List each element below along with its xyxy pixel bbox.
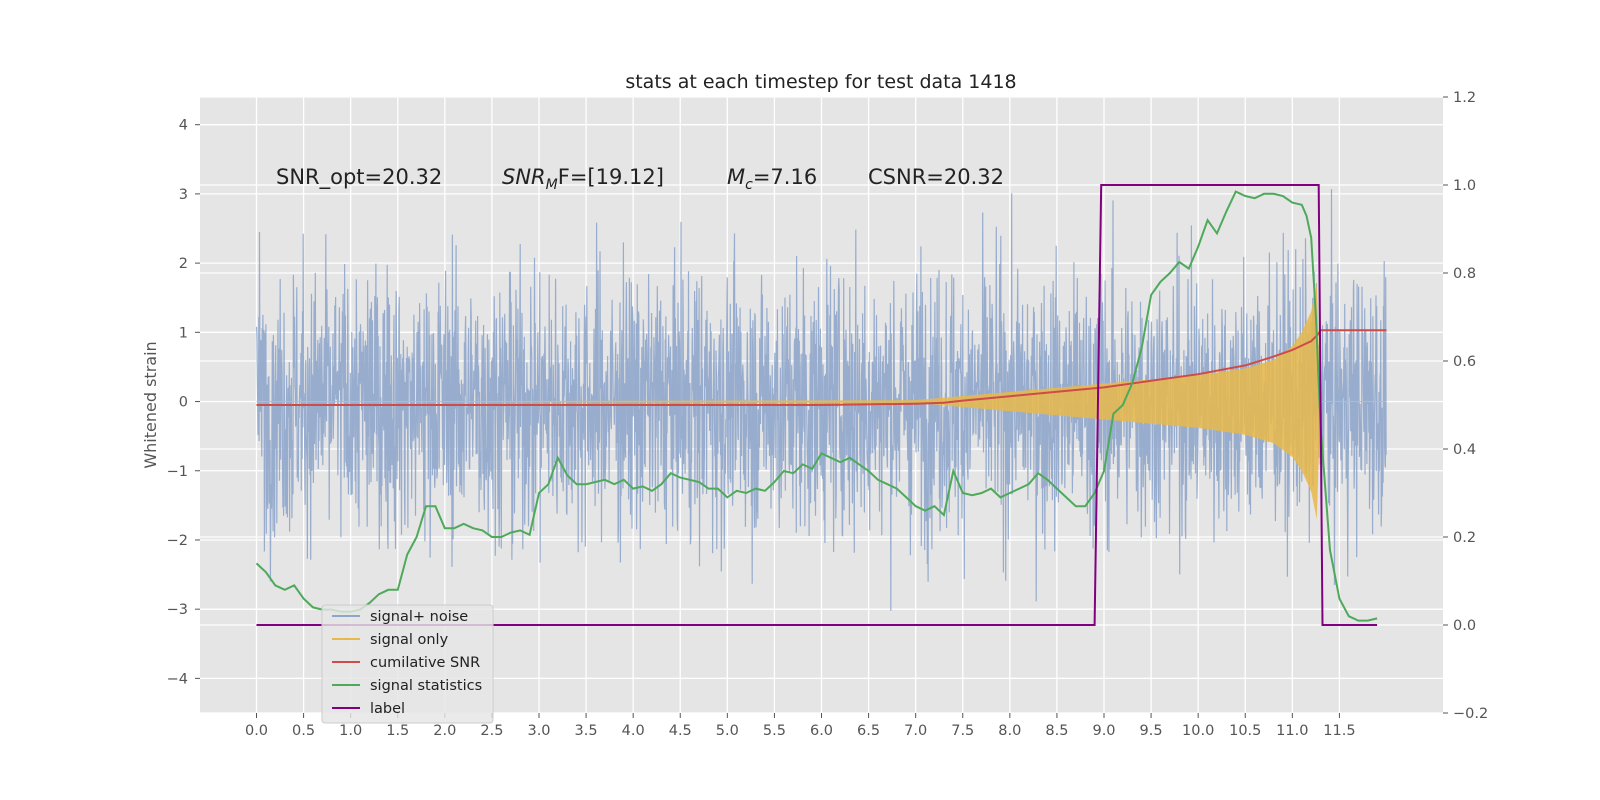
x-tick-label-19: 9.5 bbox=[1140, 723, 1163, 739]
x-tick-label-2: 1.0 bbox=[339, 723, 362, 739]
x-tick-label-15: 7.5 bbox=[951, 723, 974, 739]
y-tick-label-0: 4 bbox=[179, 118, 188, 134]
y-tick-label-2: 2 bbox=[179, 256, 188, 272]
y-tick-label-6: −2 bbox=[167, 533, 188, 549]
y2-tick-label-3: 0.6 bbox=[1453, 354, 1476, 370]
y2-tick-label-0: 1.2 bbox=[1453, 90, 1476, 106]
x-tick-label-17: 8.5 bbox=[1045, 723, 1068, 739]
x-tick-label-22: 11.0 bbox=[1276, 723, 1308, 739]
series-signal-only bbox=[256, 283, 1387, 520]
y2-tick-label-4: 0.4 bbox=[1453, 442, 1476, 458]
y-tick-label-4: 0 bbox=[179, 395, 188, 411]
series-lines bbox=[255, 184, 1387, 626]
annotation-mc-main: M bbox=[727, 165, 745, 189]
x-axis-ticks: 0.0 0.5 1.0 1.5 2.0 2.5 3.0 3.5 4.0 4.5 5.0 5.5 6.0 6… bbox=[245, 713, 1356, 739]
x-tick-label-9: 4.5 bbox=[669, 723, 692, 739]
annotation-snr-mf: SNRMF=[19.12] bbox=[502, 165, 664, 193]
annotations: SNR_opt=20.32 SNRMF=[19.12] Mc=7.16 CSNR… bbox=[276, 165, 1004, 193]
x-tick-label-4: 2.0 bbox=[433, 723, 456, 739]
legend: signal+ noise signal only cumilative SNR… bbox=[321, 604, 494, 724]
series-line-cumilative-snr bbox=[256, 329, 1387, 406]
legend-entry-2: cumilative SNR bbox=[370, 655, 480, 671]
x-tick-label-23: 11.5 bbox=[1323, 723, 1355, 739]
legend-entry-4: label bbox=[370, 701, 405, 717]
x-tick-label-5: 2.5 bbox=[480, 723, 503, 739]
y-tick-label-1: 3 bbox=[179, 187, 188, 203]
series-line-signal-statistics bbox=[255, 190, 1378, 622]
y-tick-label-5: −1 bbox=[167, 464, 188, 480]
legend-box bbox=[321, 604, 494, 724]
legend-entry-0: signal+ noise bbox=[370, 609, 468, 625]
annotation-mc-rest: =7.16 bbox=[753, 165, 817, 189]
x-tick-label-10: 5.0 bbox=[716, 723, 739, 739]
x-tick-label-21: 10.5 bbox=[1229, 723, 1261, 739]
y2-tick-label-2: 0.8 bbox=[1453, 266, 1476, 282]
x-tick-label-12: 6.0 bbox=[810, 723, 833, 739]
y-axis-label: Whitened strain bbox=[141, 341, 160, 468]
annotation-snr-mf-main: SNR bbox=[502, 165, 546, 189]
y2-tick-label-5: 0.2 bbox=[1453, 530, 1476, 546]
x-tick-label-6: 3.0 bbox=[527, 723, 550, 739]
annotation-snr-mf-sub: M bbox=[546, 177, 558, 193]
x-tick-label-7: 3.5 bbox=[575, 723, 598, 739]
series-line-label bbox=[256, 184, 1378, 626]
annotation-csnr: CSNR=20.32 bbox=[868, 165, 1004, 189]
legend-entry-1: signal only bbox=[370, 632, 449, 648]
x-tick-label-20: 10.0 bbox=[1182, 723, 1214, 739]
y2-tick-label-7: −0.2 bbox=[1453, 706, 1488, 722]
x-tick-label-16: 8.0 bbox=[998, 723, 1021, 739]
chart-title: stats at each timestep for test data 141… bbox=[625, 71, 1016, 93]
legend-entry-3: signal statistics bbox=[370, 678, 482, 694]
y-tick-label-7: −3 bbox=[167, 602, 188, 618]
y2-axis-ticks: 1.2 1.0 0.8 0.6 0.4 0.2 0.0 −0.2 bbox=[1443, 90, 1488, 722]
x-tick-label-1: 0.5 bbox=[292, 723, 315, 739]
y2-tick-label-1: 1.0 bbox=[1453, 178, 1476, 194]
y-tick-label-8: −4 bbox=[167, 671, 188, 687]
annotation-mc: Mc=7.16 bbox=[727, 165, 817, 193]
x-tick-label-11: 5.5 bbox=[763, 723, 786, 739]
x-tick-label-13: 6.5 bbox=[857, 723, 880, 739]
x-tick-label-14: 7.0 bbox=[904, 723, 927, 739]
annotation-snr-mf-rest: F=[19.12] bbox=[558, 165, 664, 189]
y-axis-ticks: 4 3 2 1 0 −1 −2 −3 −4 bbox=[167, 118, 200, 687]
y-tick-label-3: 1 bbox=[179, 325, 188, 341]
y2-tick-label-6: 0.0 bbox=[1453, 618, 1476, 634]
annotation-snr-opt: SNR_opt=20.32 bbox=[276, 165, 442, 190]
x-tick-label-18: 9.0 bbox=[1092, 723, 1115, 739]
x-tick-label-0: 0.0 bbox=[245, 723, 268, 739]
annotation-mc-sub: c bbox=[745, 177, 753, 193]
x-tick-label-8: 4.0 bbox=[622, 723, 645, 739]
x-tick-label-3: 1.5 bbox=[386, 723, 409, 739]
